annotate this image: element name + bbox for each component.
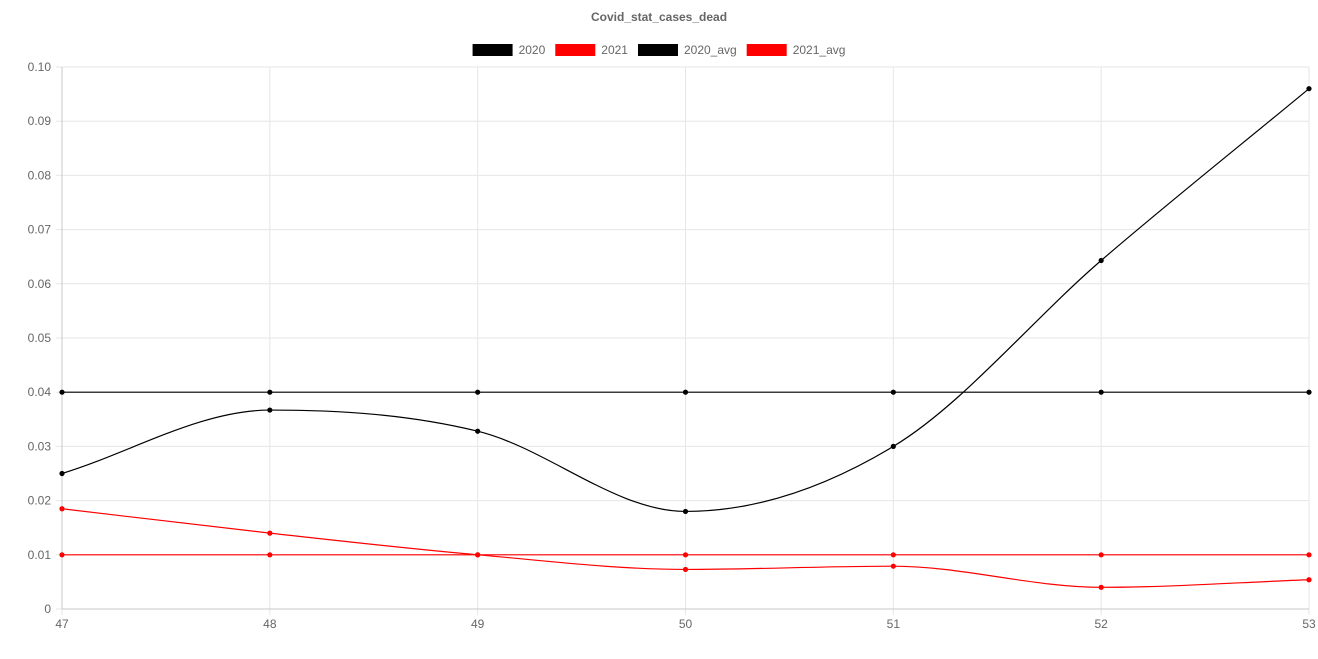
x-tick-label: 52 — [1094, 617, 1108, 631]
data-point[interactable] — [1098, 389, 1104, 395]
y-tick-label: 0.10 — [28, 60, 52, 74]
data-point[interactable] — [267, 407, 273, 413]
axes — [61, 67, 1309, 610]
data-point[interactable] — [1098, 552, 1104, 558]
x-tick-label: 50 — [679, 617, 693, 631]
y-tick-label: 0.04 — [28, 385, 52, 399]
legend-label: 2021 — [601, 43, 628, 57]
data-point[interactable] — [1306, 389, 1312, 395]
x-tick-label: 49 — [471, 617, 485, 631]
data-point[interactable] — [475, 389, 481, 395]
legend-item-2021[interactable]: 2021 — [555, 43, 628, 57]
data-point[interactable] — [59, 470, 65, 477]
legend[interactable]: 2020 2021 2020_avg 2021_avg — [472, 43, 846, 57]
data-point[interactable] — [59, 552, 65, 558]
chart-title: Covid_stat_cases_dead — [591, 10, 727, 24]
data-point[interactable] — [59, 506, 65, 512]
data-point[interactable] — [890, 443, 896, 449]
legend-swatch — [637, 44, 678, 56]
y-tick-label: 0.03 — [28, 439, 52, 453]
y-tick-label: 0.02 — [28, 494, 52, 508]
y-tick-label: 0.01 — [28, 548, 52, 562]
x-tick-label: 47 — [55, 617, 69, 631]
y-tick-label: 0.06 — [28, 277, 52, 291]
data-point[interactable] — [682, 566, 689, 573]
x-tick-label: 53 — [1302, 617, 1316, 631]
data-point[interactable] — [1306, 552, 1312, 558]
data-point[interactable] — [682, 389, 689, 395]
x-tick-label: 48 — [263, 617, 277, 631]
legend-item-2021_avg[interactable]: 2021_avg — [746, 43, 846, 57]
y-tick-label: 0.09 — [28, 114, 52, 128]
grid — [56, 66, 1310, 615]
y-tick-label: 0.08 — [28, 168, 52, 182]
legend-label: 2020_avg — [684, 43, 737, 57]
data-point[interactable] — [890, 389, 896, 395]
legend-item-2020[interactable]: 2020 — [472, 43, 546, 57]
data-point[interactable] — [475, 428, 481, 434]
legend-swatch — [746, 44, 787, 56]
legend-label: 2020 — [519, 43, 546, 57]
data-point[interactable] — [890, 552, 896, 558]
legend-item-2020_avg[interactable]: 2020_avg — [637, 43, 737, 57]
y-tick-label: 0 — [44, 602, 51, 616]
data-point[interactable] — [682, 552, 689, 558]
data-point[interactable] — [1098, 584, 1104, 590]
legend-swatch — [472, 44, 513, 56]
legend-swatch — [555, 44, 596, 56]
data-point[interactable] — [682, 508, 689, 515]
x-axis: 47 48 49 50 51 52 53 — [55, 617, 1316, 631]
data-point[interactable] — [890, 563, 896, 569]
series-group — [59, 86, 1312, 590]
data-point[interactable] — [1306, 577, 1312, 583]
data-point[interactable] — [267, 530, 273, 536]
data-point[interactable] — [267, 552, 273, 558]
y-axis: 0 0.01 0.02 0.03 0.04 0.05 0.06 0.07 0.08 0.09 0.1… — [28, 60, 52, 616]
data-point[interactable] — [1306, 86, 1312, 92]
x-tick-label: 51 — [887, 617, 901, 631]
data-point[interactable] — [267, 389, 273, 395]
series-2020 — [59, 86, 1312, 515]
data-point[interactable] — [475, 552, 481, 558]
y-tick-label: 0.07 — [28, 223, 52, 237]
y-tick-label: 0.05 — [28, 331, 52, 345]
data-point[interactable] — [1098, 257, 1104, 264]
series-2021_avg — [59, 552, 1312, 558]
legend-label: 2021_avg — [793, 43, 846, 57]
data-point[interactable] — [59, 389, 65, 395]
series-2020_avg — [59, 389, 1312, 395]
